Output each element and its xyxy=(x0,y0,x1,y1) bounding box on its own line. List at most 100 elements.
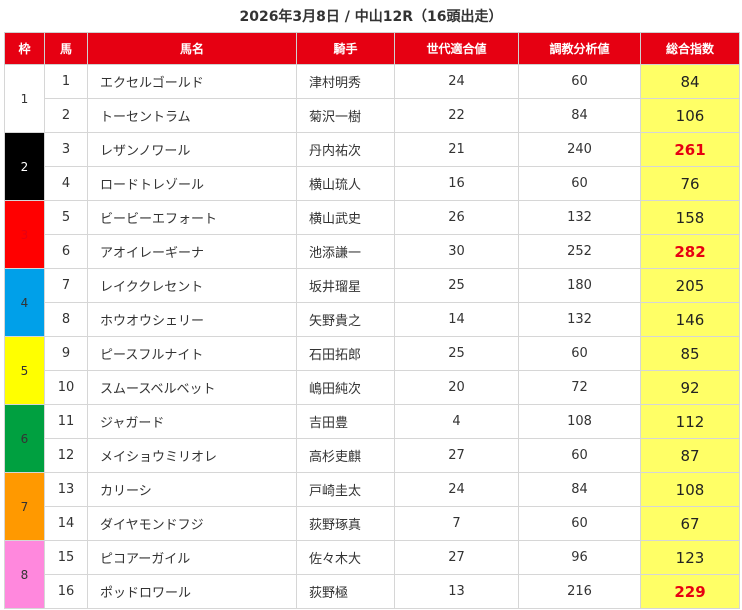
sedai-value: 16 xyxy=(394,166,519,201)
horse-name: トーセントラム xyxy=(87,98,297,133)
horse-name: ダイヤモンドフジ xyxy=(87,506,297,541)
table-row: 1 1 エクセルゴールド 津村明秀 24 60 84 xyxy=(4,64,740,133)
horse-name: ビービーエフォート xyxy=(87,200,297,235)
horse-number: 1 xyxy=(44,64,88,99)
table-row: 8 15 ピコアーガイル 佐々木大 27 96 123 xyxy=(4,540,740,609)
horse-name: メイショウミリオレ xyxy=(87,438,297,473)
table-row: 8 ホウオウシェリー 矢野貴之 14 132 146 xyxy=(5,302,740,337)
sedai-value: 27 xyxy=(394,540,519,575)
jockey-name: 荻野極 xyxy=(296,574,395,609)
waku-cell: 7 xyxy=(4,472,45,541)
waku-cell: 8 xyxy=(4,540,45,609)
header-chokyo: 調教分析値 xyxy=(518,32,641,65)
chokyo-value: 60 xyxy=(518,438,641,473)
waku-cell: 4 xyxy=(4,268,45,337)
horse-name: レイククレセント xyxy=(87,268,297,303)
table-row: 4 7 レイククレセント 坂井瑠星 25 180 205 xyxy=(4,268,740,337)
header-row: 枠 馬 馬名 騎手 世代適合値 調教分析値 総合指数 xyxy=(4,32,740,65)
table-row: 12 メイショウミリオレ 高杉吏麒 27 60 87 xyxy=(5,438,740,473)
total-index: 85 xyxy=(640,336,740,371)
horse-number: 10 xyxy=(44,370,88,405)
table-row: 2 トーセントラム 菊沢一樹 22 84 106 xyxy=(5,98,740,133)
horse-name: カリーシ xyxy=(87,472,297,507)
jockey-name: 横山武史 xyxy=(296,200,395,235)
jockey-name: 矢野貴之 xyxy=(296,302,395,337)
waku-cell: 2 xyxy=(4,132,45,201)
table-row: 16 ポッドロワール 荻野極 13 216 229 xyxy=(5,574,740,609)
waku-cell: 6 xyxy=(4,404,45,473)
horse-number: 9 xyxy=(44,336,88,371)
chokyo-value: 60 xyxy=(518,506,641,541)
horse-number: 11 xyxy=(44,404,88,439)
horse-name: ジャガード xyxy=(87,404,297,439)
jockey-name: 高杉吏麒 xyxy=(296,438,395,473)
table-row: 6 11 ジャガード 吉田豊 4 108 112 xyxy=(4,404,740,473)
sedai-value: 30 xyxy=(394,234,519,269)
horse-number: 6 xyxy=(44,234,88,269)
chokyo-value: 132 xyxy=(518,200,641,235)
waku-cell: 3 xyxy=(4,200,45,269)
header-total: 総合指数 xyxy=(640,32,740,65)
chokyo-value: 180 xyxy=(518,268,641,303)
horse-name: レザンノワール xyxy=(87,132,297,167)
total-index: 205 xyxy=(640,268,740,303)
chokyo-value: 252 xyxy=(518,234,641,269)
horse-number: 4 xyxy=(44,166,88,201)
chokyo-value: 132 xyxy=(518,302,641,337)
total-index: 87 xyxy=(640,438,740,473)
chokyo-value: 240 xyxy=(518,132,641,167)
table-body: 1 1 エクセルゴールド 津村明秀 24 60 84 2 トーセントラム 菊沢一樹 22 84 106 2… xyxy=(4,64,740,609)
sedai-value: 25 xyxy=(394,336,519,371)
total-index: 158 xyxy=(640,200,740,235)
sedai-value: 22 xyxy=(394,98,519,133)
horse-number: 8 xyxy=(44,302,88,337)
chokyo-value: 84 xyxy=(518,98,641,133)
jockey-name: 坂井瑠星 xyxy=(296,268,395,303)
jockey-name: 戸崎圭太 xyxy=(296,472,395,507)
sedai-value: 7 xyxy=(394,506,519,541)
horse-name: エクセルゴールド xyxy=(87,64,297,99)
jockey-name: 吉田豊 xyxy=(296,404,395,439)
chokyo-value: 96 xyxy=(518,540,641,575)
horse-number: 12 xyxy=(44,438,88,473)
sedai-value: 24 xyxy=(394,64,519,99)
sedai-value: 26 xyxy=(394,200,519,235)
horse-name: ピコアーガイル xyxy=(87,540,297,575)
sedai-value: 27 xyxy=(394,438,519,473)
horse-number: 3 xyxy=(44,132,88,167)
horse-name: ホウオウシェリー xyxy=(87,302,297,337)
total-index: 106 xyxy=(640,98,740,133)
horse-name: スムースベルベット xyxy=(87,370,297,405)
table-row: 2 3 レザンノワール 丹内祐次 21 240 261 xyxy=(4,132,740,201)
chokyo-value: 72 xyxy=(518,370,641,405)
horse-number: 7 xyxy=(44,268,88,303)
sedai-value: 20 xyxy=(394,370,519,405)
jockey-name: 嶋田純次 xyxy=(296,370,395,405)
chokyo-value: 60 xyxy=(518,64,641,99)
jockey-name: 佐々木大 xyxy=(296,540,395,575)
total-index: 123 xyxy=(640,540,740,575)
horse-name: ロードトレゾール xyxy=(87,166,297,201)
table-row: 7 13 カリーシ 戸崎圭太 24 84 108 xyxy=(4,472,740,541)
total-index: 76 xyxy=(640,166,740,201)
total-index: 112 xyxy=(640,404,740,439)
jockey-name: 石田拓郎 xyxy=(296,336,395,371)
header-jockey: 騎手 xyxy=(296,32,395,65)
horse-number: 2 xyxy=(44,98,88,133)
chokyo-value: 60 xyxy=(518,336,641,371)
table-row: 14 ダイヤモンドフジ 荻野琢真 7 60 67 xyxy=(5,506,740,541)
jockey-name: 丹内祐次 xyxy=(296,132,395,167)
sedai-value: 4 xyxy=(394,404,519,439)
horse-number: 14 xyxy=(44,506,88,541)
horse-number: 16 xyxy=(44,574,88,609)
table-row: 6 アオイレーギーナ 池添謙一 30 252 282 xyxy=(5,234,740,269)
horse-number: 13 xyxy=(44,472,88,507)
header-uma: 馬 xyxy=(44,32,88,65)
horse-name: ピースフルナイト xyxy=(87,336,297,371)
total-index: 282 xyxy=(640,234,740,269)
jockey-name: 池添謙一 xyxy=(296,234,395,269)
chokyo-value: 216 xyxy=(518,574,641,609)
sedai-value: 21 xyxy=(394,132,519,167)
sedai-value: 13 xyxy=(394,574,519,609)
waku-cell: 1 xyxy=(4,64,45,133)
